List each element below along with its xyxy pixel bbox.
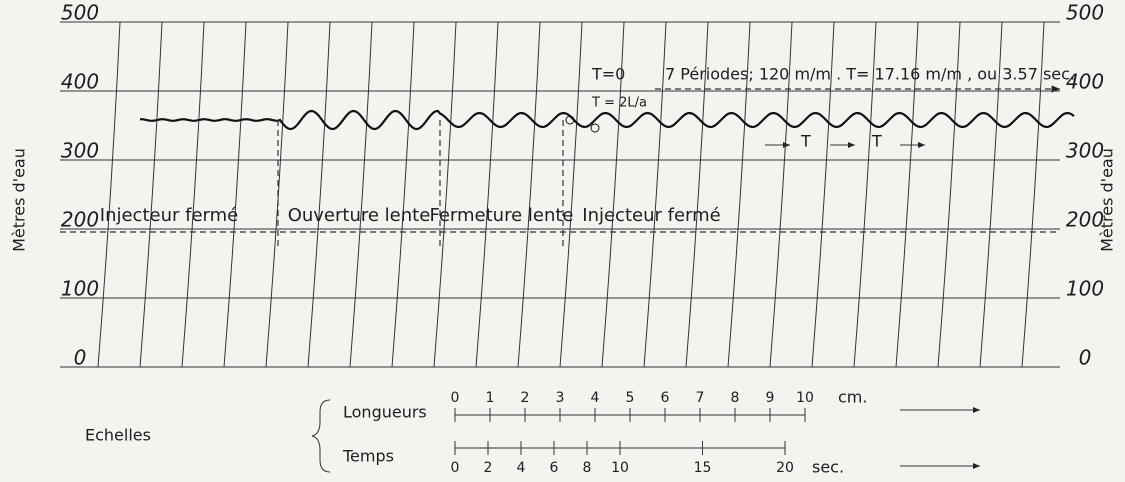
slant-line	[937, 21, 961, 368]
slant-line	[433, 21, 457, 368]
y-tick-label: 500	[1066, 1, 1104, 25]
slant-line	[559, 21, 583, 368]
annotation: T	[800, 132, 811, 151]
phase-label: Injecteur fermé	[582, 205, 720, 226]
slant-line	[979, 21, 1003, 368]
slant-line	[601, 21, 625, 368]
scale-tick-label: 6	[550, 460, 559, 476]
scale-unit: sec.	[812, 458, 844, 477]
marker	[590, 123, 600, 133]
y-tick-label: 300	[61, 139, 99, 163]
y-tick-label: 0	[1079, 346, 1092, 370]
slant-line	[685, 21, 709, 368]
slant-line	[349, 21, 373, 368]
scale-tick-label: 0	[451, 460, 460, 476]
scale-tick-label: 6	[661, 390, 670, 406]
slant-line	[727, 21, 751, 368]
slant-line	[307, 21, 331, 368]
phase-label: Ouverture lente	[288, 205, 431, 226]
slant-line	[139, 21, 163, 368]
scale-tick-label: 20	[776, 460, 794, 476]
scale-tick-label: 15	[694, 460, 712, 476]
annotation: 7 Périodes; 120 m/m . T= 17.16 m/m , ou …	[665, 65, 1075, 84]
phase-label: Fermeture lente	[429, 205, 573, 226]
scale-tick-label: 7	[696, 390, 705, 406]
y-tick-label: 500	[61, 1, 99, 25]
slant-line	[181, 21, 205, 368]
marker	[565, 115, 575, 125]
slant-line	[643, 21, 667, 368]
y-tick-label: 100	[61, 277, 99, 301]
slant-line	[223, 21, 247, 368]
y-tick-label: 100	[1066, 277, 1104, 301]
scale-tick-label: 4	[591, 390, 600, 406]
pressure-trace	[139, 109, 1075, 131]
slant-line	[853, 21, 877, 368]
annotation: T	[871, 132, 882, 151]
scale-label: Temps	[342, 447, 394, 466]
y-tick-label: 200	[61, 208, 99, 232]
y-tick-label: 400	[1066, 70, 1104, 94]
y-tick-label: 400	[61, 70, 99, 94]
scale-tick-label: 4	[517, 460, 526, 476]
scales-title: Echelles	[85, 426, 151, 445]
y-tick-label: 200	[1066, 208, 1104, 232]
slant-line	[517, 21, 541, 368]
slant-line	[895, 21, 919, 368]
scale-tick-label: 10	[796, 390, 814, 406]
phase-label: Injecteur fermé	[100, 205, 238, 226]
scale-tick-label: 2	[521, 390, 530, 406]
y-axis-label: Mètres d'eau	[1098, 148, 1117, 252]
slant-line	[97, 21, 121, 368]
scale-tick-label: 1	[486, 390, 495, 406]
scale-tick-label: 2	[484, 460, 493, 476]
slant-line	[265, 21, 289, 368]
slant-line	[769, 21, 793, 368]
slant-line	[1021, 21, 1045, 368]
scale-tick-label: 0	[451, 390, 460, 406]
scale-tick-label: 5	[626, 390, 635, 406]
y-axis-label: Mètres d'eau	[10, 148, 29, 252]
scale-unit: cm.	[838, 388, 867, 407]
slant-line	[811, 21, 835, 368]
scale-label: Longueurs	[343, 403, 427, 422]
slant-line	[391, 21, 415, 368]
brace	[311, 399, 331, 473]
scale-tick-label: 9	[766, 390, 775, 406]
annotation: T = 2L/a	[591, 96, 647, 111]
scale-tick-label: 10	[611, 460, 629, 476]
scale-tick-label: 3	[556, 390, 565, 406]
y-tick-label: 0	[74, 346, 87, 370]
scale-tick-label: 8	[583, 460, 592, 476]
y-tick-label: 300	[1066, 139, 1104, 163]
slant-line	[475, 21, 499, 368]
scale-tick-label: 8	[731, 390, 740, 406]
annotation: T=0	[591, 65, 625, 84]
